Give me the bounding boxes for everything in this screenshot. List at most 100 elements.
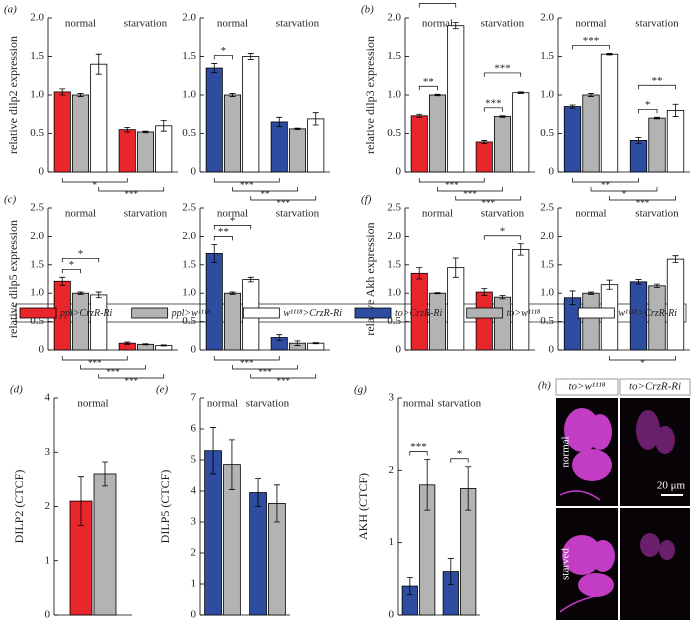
error-bar [406,576,413,596]
significance-label: * [622,189,627,199]
bar [493,296,512,351]
error-bar [434,292,441,295]
group-label: normal [217,18,248,30]
significance-label: * [69,259,75,271]
bar [136,131,155,173]
tissue [562,408,615,597]
panel-label: (h) [538,380,551,392]
error-bar [416,267,423,280]
bar [410,115,428,173]
bar [563,106,582,173]
significance-label: * [500,225,506,237]
bar [270,121,288,173]
significance-label: ** [652,75,663,87]
bracket [213,178,280,183]
significance-label: ** [423,76,434,88]
y-tick-label: 2.0 [30,230,44,242]
panel-label: (g) [354,384,367,396]
error-bar [465,466,472,511]
panel-label: (c) [4,194,17,206]
error-bar [452,257,459,278]
error-bar [77,93,84,97]
y-tick-label: 5 [191,454,197,466]
y-tick-label: 0 [39,344,45,356]
bar [428,94,447,173]
error-bar [102,461,108,487]
error-bar [273,484,280,523]
error-bar [481,140,488,144]
bracket [61,257,100,263]
bar [71,94,90,173]
error-bar [588,93,594,97]
bar [307,118,325,173]
legend-label: to>w¹¹¹⁸ [507,308,541,319]
error-bar [210,427,217,475]
y-tick-label: 7 [191,392,197,404]
y-tick-label: 0 [45,609,51,621]
bracket [213,236,233,241]
group-label: normal [217,208,248,220]
error-bar [452,22,459,30]
scale-bar-label: 20 μm [657,480,686,492]
legend-swatch [354,307,392,319]
y-tick-label: 1.5 [30,50,44,62]
y-tick-label: 1.5 [182,258,196,270]
bracket [250,374,317,379]
panel-label: (f) [361,194,372,206]
significance-label: *** [258,367,272,377]
group-label: normal [422,18,453,30]
legend-swatch [242,307,280,319]
y-tick-label: 2 [389,464,395,476]
significance-label: * [640,358,645,368]
bar [249,492,267,616]
y-tick-label: 3 [191,516,197,528]
legend-label: ppl>CrzR-Ri [59,308,113,319]
error-bar [294,127,301,131]
y-tick-label: 2.5 [540,202,554,214]
bar [288,128,307,173]
group-label: normal [65,208,96,220]
y-tick-label: 1.0 [182,89,196,101]
y-tick-label: 0.5 [540,315,554,327]
y-tick-label: 1 [191,578,197,590]
y-tick-label: 2.0 [182,230,196,242]
group-label: normal [77,398,108,410]
bar [205,67,223,173]
significance-label: *** [445,180,459,190]
error-bar [569,290,576,305]
bar [582,292,600,351]
bracket [213,55,233,60]
bracket [250,196,317,201]
error-bar [517,91,524,94]
y-tick-label: 2.0 [540,230,554,242]
error-bar [124,126,131,133]
error-bar [255,478,262,507]
y-tick-label: 1.0 [30,287,44,299]
y-tick-label: 0.5 [182,315,196,327]
nerve [559,490,601,613]
y-axis-label: AKH (CTCF) [356,473,370,540]
error-bar [294,340,301,346]
y-tick-label: 0 [549,166,555,178]
legend-label: w¹¹¹⁸>CrzR-Ri [283,308,342,319]
significance-label: *** [125,376,139,386]
y-tick-label: 1.5 [540,50,554,62]
y-tick-label: 1.0 [387,287,401,299]
bar [447,267,465,351]
bar [666,110,685,173]
bar [90,63,108,173]
bracket [590,187,658,192]
y-axis-label: relative dilp3 expression [363,36,377,154]
y-tick-label: 3 [389,392,395,404]
bar [629,140,648,173]
panel-label: (d) [10,384,23,396]
significance-label: *** [636,198,650,208]
bracket [418,3,457,8]
row-label: normal [560,436,572,467]
bar [242,56,260,173]
bracket [483,72,522,77]
y-tick-label: 2.0 [387,230,401,242]
error-bar [160,120,167,132]
y-axis-label: relative dilp5 expression [6,220,20,338]
row-label: starved [560,548,572,580]
